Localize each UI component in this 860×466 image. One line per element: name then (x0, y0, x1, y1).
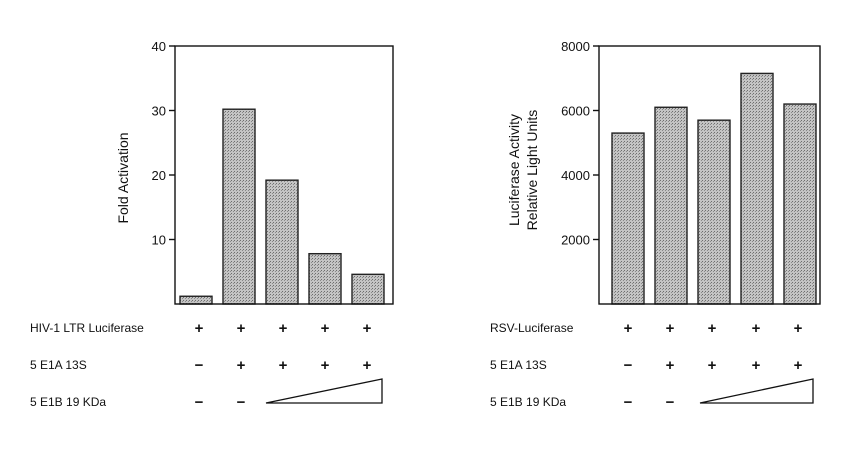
left-y-tick-label-4: 40 (152, 39, 166, 54)
right-sign-r2-c1: − (624, 357, 633, 374)
right-panel: Luciferase Activity Relative Light Units… (490, 39, 821, 411)
right-y-tick-label-1: 2000 (561, 233, 590, 248)
left-bar-4 (308, 252, 342, 305)
left-sign-r2-c2: + (237, 357, 246, 374)
right-sign-r1-c5: + (794, 320, 803, 337)
right-sign-r1-c4: + (752, 320, 761, 337)
left-sign-r3-c2: − (237, 394, 246, 411)
left-bar-2 (222, 108, 256, 305)
left-panel: Fold Activation 10 20 30 40 HIV-1 LTR Lucif… (30, 39, 394, 411)
right-sign-r3-c1: − (624, 394, 633, 411)
right-ramp-triangle (699, 378, 814, 404)
left-sign-r1-c2: + (237, 320, 246, 337)
left-y-tick-label-2: 20 (152, 168, 166, 183)
right-sign-r1-c2: + (666, 320, 675, 337)
left-sign-r2-c5: + (363, 357, 372, 374)
left-sign-r2-c4: + (321, 357, 330, 374)
left-sign-r1-c1: + (195, 320, 204, 337)
right-plot-area: 2000 4000 6000 8000 (561, 39, 821, 305)
right-y-tick-label-3: 6000 (561, 104, 590, 119)
left-condition-label-3: 5 E1B 19 KDa (30, 395, 106, 409)
left-sign-r1-c5: + (363, 320, 372, 337)
right-sign-r3-c2: − (666, 394, 675, 411)
right-y-tick-label-2: 4000 (561, 168, 590, 183)
left-sign-r1-c4: + (321, 320, 330, 337)
right-y-axis-label-line2: Relative Light Units (524, 110, 540, 231)
left-plot-area: 10 20 30 40 (152, 39, 394, 305)
left-bar-1 (179, 295, 213, 305)
right-sign-r1-c3: + (708, 320, 717, 337)
right-condition-label-3: 5 E1B 19 KDa (490, 395, 566, 409)
left-condition-signs: + + + + + − + + + + − − (195, 320, 383, 411)
right-condition-label-2: 5 E1A 13S (490, 358, 547, 372)
right-condition-label-1: RSV-Luciferase (490, 321, 574, 335)
right-bar-2 (654, 106, 688, 305)
right-condition-signs: + + + + + − + + + + − − (624, 320, 814, 411)
left-y-tick-label-1: 10 (152, 233, 166, 248)
right-bar-3 (697, 119, 731, 305)
left-sign-r1-c3: + (279, 320, 288, 337)
left-ramp-triangle (265, 378, 383, 404)
right-bar-1 (611, 132, 645, 305)
left-condition-label-1: HIV-1 LTR Luciferase (30, 321, 144, 335)
left-condition-label-2: 5 E1A 13S (30, 358, 87, 372)
right-sign-r2-c2: + (666, 357, 675, 374)
right-y-tick-label-4: 8000 (561, 39, 590, 54)
left-sign-r2-c3: + (279, 357, 288, 374)
left-y-axis-label: Fold Activation (115, 132, 131, 223)
right-bar-4 (740, 72, 774, 305)
left-sign-r2-c1: − (195, 357, 204, 374)
right-sign-r1-c1: + (624, 320, 633, 337)
right-sign-r2-c5: + (794, 357, 803, 374)
right-y-axis-label-line1: Luciferase Activity (506, 114, 522, 226)
left-bar-3 (265, 179, 299, 305)
right-sign-r2-c3: + (708, 357, 717, 374)
left-y-tick-label-3: 30 (152, 104, 166, 119)
left-bar-5 (351, 273, 385, 305)
left-sign-r3-c1: − (195, 394, 204, 411)
right-bar-5 (783, 103, 817, 305)
right-sign-r2-c4: + (752, 357, 761, 374)
